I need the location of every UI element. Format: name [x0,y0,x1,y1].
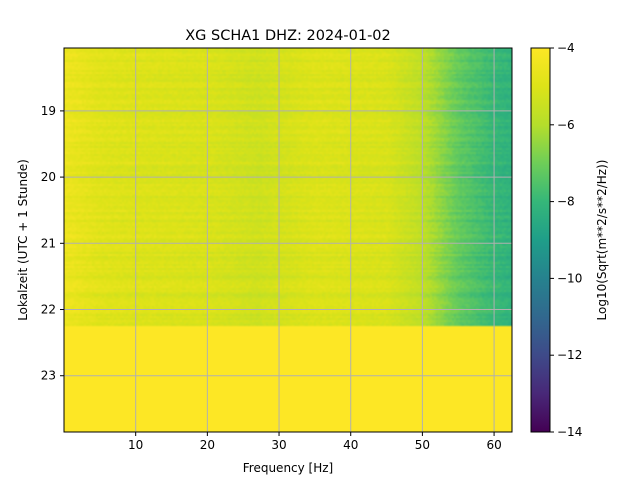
y-axis-label: Lokalzeit (UTC + 1 Stunde) [16,159,30,321]
plot-frame [63,47,513,433]
y-tick-label: 23 [41,369,56,383]
x-tick-label: 10 [128,438,143,452]
chart-title: XG SCHA1 DHZ: 2024-01-02 [185,28,391,44]
y-axis-ticks: 19 20 21 22 23 [41,104,64,383]
grid-lines [64,48,512,432]
y-tick-label: 21 [41,236,56,250]
colorbar-tick-label: −12 [557,348,582,362]
x-tick-label: 60 [486,438,501,452]
colorbar: −4 −6 −8 −10 −12 −14 Log10(Sqrt(m**2/s**2/Hz)… [530,41,609,439]
colorbar-tick-label: −6 [557,118,575,132]
heatmap-image [64,48,512,432]
colorbar-label: Log10(Sqrt(m**2/s**2/Hz)) [595,160,609,321]
colorbar-tick-label: −8 [557,195,575,209]
plot-area: 10 20 30 40 50 60 19 20 21 22 23 [41,47,513,452]
x-axis-ticks: 10 20 30 40 50 60 [128,432,502,452]
colorbar-tick-label: −10 [557,271,582,285]
y-tick-label: 20 [41,170,56,184]
x-tick-label: 20 [200,438,215,452]
colorbar-gradient [530,47,551,433]
y-tick-label: 19 [41,104,56,118]
x-tick-label: 50 [415,438,430,452]
y-tick-label: 22 [41,303,56,317]
colorbar-ticks: −4 −6 −8 −10 −12 −14 [550,41,582,439]
x-tick-label: 40 [343,438,358,452]
colorbar-tick-label: −4 [557,41,575,55]
x-axis-label: Frequency [Hz] [243,461,334,475]
colorbar-tick-label: −14 [557,425,582,439]
x-tick-label: 30 [271,438,286,452]
